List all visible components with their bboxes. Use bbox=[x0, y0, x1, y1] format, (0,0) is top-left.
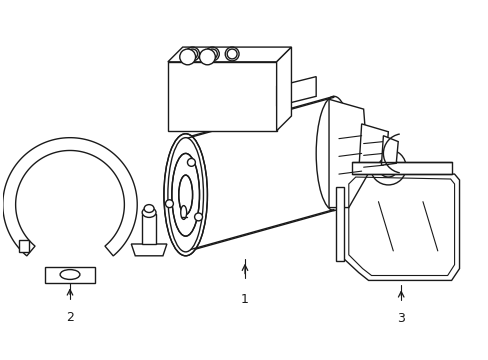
Text: 2: 2 bbox=[66, 311, 74, 324]
Polygon shape bbox=[3, 138, 137, 256]
Polygon shape bbox=[335, 187, 343, 261]
Ellipse shape bbox=[144, 204, 154, 212]
Polygon shape bbox=[167, 62, 276, 131]
Ellipse shape bbox=[378, 157, 397, 177]
Text: 1: 1 bbox=[241, 293, 248, 306]
Polygon shape bbox=[276, 77, 316, 106]
Ellipse shape bbox=[187, 158, 195, 166]
Polygon shape bbox=[131, 244, 166, 256]
Ellipse shape bbox=[187, 49, 197, 59]
Ellipse shape bbox=[60, 270, 80, 279]
Ellipse shape bbox=[142, 208, 156, 217]
Polygon shape bbox=[381, 136, 397, 165]
Ellipse shape bbox=[227, 49, 237, 59]
Ellipse shape bbox=[207, 49, 217, 59]
Polygon shape bbox=[343, 172, 459, 280]
Polygon shape bbox=[19, 240, 29, 252]
Ellipse shape bbox=[163, 134, 207, 256]
Polygon shape bbox=[167, 47, 291, 62]
Ellipse shape bbox=[181, 206, 186, 219]
Ellipse shape bbox=[316, 96, 351, 211]
Polygon shape bbox=[185, 96, 333, 252]
Polygon shape bbox=[45, 267, 95, 283]
Polygon shape bbox=[276, 47, 291, 131]
Ellipse shape bbox=[199, 49, 215, 65]
Polygon shape bbox=[142, 215, 156, 244]
Ellipse shape bbox=[167, 138, 203, 252]
Ellipse shape bbox=[171, 153, 199, 236]
Polygon shape bbox=[351, 162, 451, 174]
Ellipse shape bbox=[179, 175, 192, 215]
Text: 3: 3 bbox=[396, 312, 405, 325]
Polygon shape bbox=[328, 99, 368, 208]
Polygon shape bbox=[358, 124, 387, 173]
Ellipse shape bbox=[180, 49, 195, 65]
Ellipse shape bbox=[194, 213, 202, 221]
Ellipse shape bbox=[165, 200, 173, 208]
Ellipse shape bbox=[370, 149, 406, 185]
